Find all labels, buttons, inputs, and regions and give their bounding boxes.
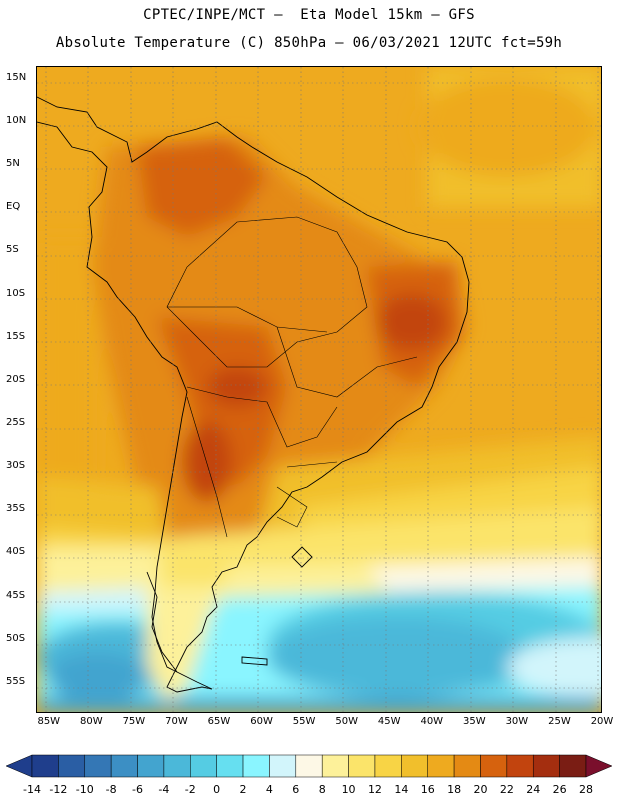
colorbar-swatch: [506, 754, 534, 778]
longitude-label: 50W: [335, 716, 358, 727]
latitude-label: 35S: [6, 503, 26, 515]
colorbar-swatch: [401, 754, 428, 778]
colorbar-tick-label: -8: [105, 783, 117, 796]
colorbar-under-arrow: [6, 754, 33, 778]
longitude-label: 70W: [165, 716, 188, 727]
longitude-label: 30W: [505, 716, 529, 727]
longitude-label: 55W: [292, 716, 316, 727]
colorbar-swatch: [110, 754, 138, 778]
colorbar-tick-label: -2: [184, 783, 196, 796]
longitude-label: 45W: [377, 716, 401, 727]
temperature-map[interactable]: [36, 66, 602, 713]
colorbar-tick-label: -10: [75, 783, 94, 796]
colorbar-tick-label: 28: [579, 783, 593, 796]
colorbar-tick-label: 12: [367, 783, 382, 796]
coastlines: [37, 96, 470, 693]
colorbar-swatch: [137, 754, 165, 778]
colorbar-swatch: [84, 754, 112, 778]
temperature-field: [37, 67, 601, 712]
colorbar-swatch: [480, 754, 508, 778]
colorbar-swatch: [190, 754, 217, 778]
longitude-label: 60W: [250, 716, 273, 727]
longitude-label: 25W: [548, 716, 571, 727]
colorbar-swatch: [427, 754, 455, 778]
latitude-label: 45S: [6, 589, 26, 601]
latitude-label: 25S: [6, 417, 26, 428]
latitude-label: 5S: [6, 244, 19, 256]
latitude-label: 20S: [6, 373, 26, 385]
longitude-label: 80W: [80, 716, 103, 727]
latitude-label: 10S: [6, 287, 26, 299]
colorbar-swatch: [321, 754, 349, 778]
latitude-label: 50S: [6, 632, 26, 644]
colorbar-swatch: [559, 754, 587, 778]
colorbar-tick-label: 10: [341, 783, 356, 796]
latitude-label: 40S: [6, 546, 26, 558]
colorbar-tick-label: 16: [420, 783, 435, 796]
longitude-label: 35W: [463, 716, 486, 727]
colorbar-swatch: [453, 754, 481, 778]
longitude-label: 40W: [420, 716, 444, 727]
colorbar-tick-label: 4: [265, 783, 273, 796]
colorbar-swatch: [163, 754, 191, 778]
latitude-label: 30S: [6, 460, 26, 472]
colorbar-tick-label: -12: [49, 783, 68, 796]
latitude-label: 5N: [6, 158, 20, 170]
colorbar-tick-label: -14: [23, 783, 41, 796]
colorbar-tick-label: 24: [526, 783, 541, 796]
latitude-label: 55S: [6, 675, 26, 687]
longitude-label: 75W: [122, 716, 146, 727]
colorbar-swatch: [348, 754, 376, 778]
colorbar-tick-label: 8: [318, 783, 326, 796]
latitude-label: 10N: [6, 115, 27, 127]
latitude-label: 15N: [6, 71, 27, 83]
colorbar-tick-label: 14: [394, 783, 409, 796]
colorbar-swatch: [216, 754, 244, 778]
map-subtitle: Absolute Temperature (C) 850hPa – 06/03/…: [55, 35, 563, 51]
colorbar-tick-label: 2: [239, 783, 247, 796]
colorbar-swatch: [242, 754, 270, 778]
colorbar-swatch: [269, 754, 297, 778]
colorbar-swatch: [31, 754, 59, 778]
colorbar-tick-label: 22: [499, 783, 514, 796]
longitude-label: 20W: [590, 716, 614, 727]
colorbar-tick-label: 20: [473, 783, 488, 796]
map-title: CPTEC/INPE/MCT – Eta Model 15km – GFS: [143, 7, 475, 23]
longitude-label: 85W: [37, 716, 61, 727]
colorbar-swatch: [58, 754, 86, 778]
latitude-label: EQ: [6, 201, 21, 213]
colorbar-tick-label: 0: [213, 783, 221, 796]
colorbar-tick-label: 18: [447, 783, 462, 796]
map-canvas: [37, 67, 601, 712]
colorbar-over-arrow: [585, 754, 612, 778]
colorbar-tick-label: -6: [132, 783, 143, 796]
latitude-label: 15S: [6, 330, 26, 342]
colorbar: [6, 754, 612, 778]
colorbar-tick-label: 6: [292, 783, 300, 796]
colorbar-swatch: [532, 754, 560, 778]
colorbar-swatch: [295, 754, 323, 778]
colorbar-swatch: [374, 754, 402, 778]
colorbar-tick-label: -4: [158, 783, 170, 796]
colorbar-tick-label: 26: [552, 783, 567, 796]
longitude-label: 65W: [207, 716, 231, 727]
